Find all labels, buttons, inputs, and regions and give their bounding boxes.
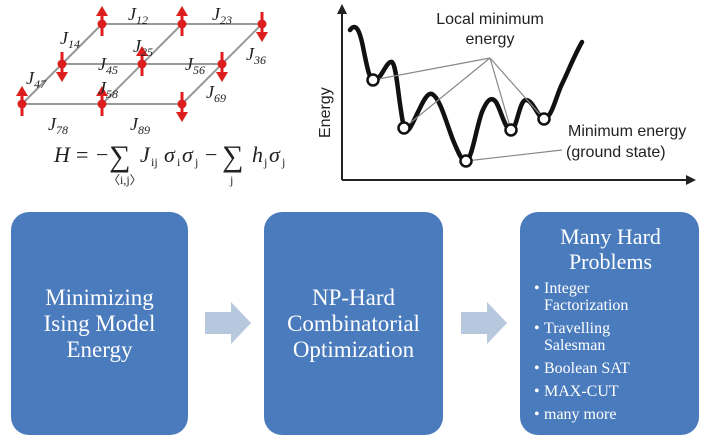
svg-text:J: J [140,142,151,167]
coupling-j12: J12 [128,4,148,27]
box2-line: Combinatorial [287,310,420,336]
problem-item: MAX-CUT [534,383,687,400]
svg-text:j: j [263,155,267,169]
right-arrow-icon [205,302,251,344]
spin-arrow-icon [96,86,108,116]
svg-text:σ: σ [182,142,194,167]
svg-text:∑: ∑ [109,140,130,173]
minima-markers [366,73,551,168]
spin-arrow-icon [216,52,228,82]
svg-text:j: j [281,155,285,169]
problem-item: many more [534,406,687,423]
local-minimum-marker [537,112,551,126]
hamiltonian-equation: H = − ∑ 〈i,j〉 J ij σ i σ j − ∑ j h j σ j [53,140,285,187]
svg-text:h: h [252,142,263,167]
spin-arrow-icon [176,6,188,36]
y-axis-arrow-icon [337,4,347,14]
spin-arrow-icon [96,6,108,36]
ising-lattice-diagram: J12 J23 J14 J25 J36 J45 J56 J47 J58 J69 … [16,4,285,187]
svg-text:ij: ij [151,155,158,169]
box-minimizing-ising-energy: Minimizing Ising Model Energy [11,212,188,435]
svg-text:i: i [177,155,181,169]
coupling-j14: J14 [60,28,80,51]
coupling-j23: J23 [212,4,232,27]
box1-line: Energy [66,336,133,362]
spin-arrow-icon [256,12,268,42]
local-minimum-marker [366,73,380,87]
energy-landscape-diagram: Energy Local minimum energy Minimum ener… [317,4,696,185]
coupling-j78: J78 [48,114,68,137]
spin-arrow-icon [136,46,148,76]
svg-text:=: = [76,142,88,167]
svg-text:H: H [53,142,71,167]
box2-line: Optimization [292,336,415,362]
x-axis-arrow-icon [686,175,696,185]
spin-arrow-icon [56,52,68,82]
coupling-j47: J47 [26,68,47,91]
svg-text:j: j [194,155,198,169]
problem-item: Boolean SAT [534,360,687,377]
svg-text:σ: σ [269,142,281,167]
box1-line: Minimizing [45,284,154,310]
box1-line: Ising Model [43,310,156,336]
right-arrow-icon [461,302,507,344]
local-minimum-marker [397,121,411,135]
svg-text:−: − [205,142,217,167]
svg-text:∑: ∑ [222,140,243,173]
box2-line: NP-Hard [311,284,396,310]
spin-arrow-icon [176,92,188,122]
spin-sites [16,6,268,122]
svg-text:σ: σ [164,142,176,167]
coupling-j25: J25 [133,36,153,59]
svg-text:〈i,j〉: 〈i,j〉 [108,173,142,187]
min-energy-label-line2: (ground state) [566,144,666,161]
y-axis-label: Energy [317,87,334,138]
local-min-label-line2: energy [466,31,515,48]
box3-title: Many Hard Problems [560,224,661,274]
svg-text:j: j [229,173,233,187]
svg-text:−: − [96,142,108,167]
box-many-hard-problems: Many Hard Problems IntegerFactorization … [520,212,699,435]
coupling-j58: J58 [98,78,118,101]
global-minimum-marker [459,154,473,168]
coupling-j36: J36 [246,44,266,67]
coupling-j45: J45 [98,54,118,77]
box-np-hard-optimization: NP-Hard Combinatorial Optimization [264,212,443,435]
spin-arrow-icon [16,86,28,116]
local-minimum-marker [504,123,518,137]
min-energy-label-line1: Minimum energy [568,123,686,140]
coupling-j69: J69 [206,82,226,105]
pointer-lines [372,57,563,162]
coupling-j56: J56 [185,54,205,77]
coupling-j89: J89 [130,114,150,137]
local-min-label-line1: Local minimum [436,11,544,28]
